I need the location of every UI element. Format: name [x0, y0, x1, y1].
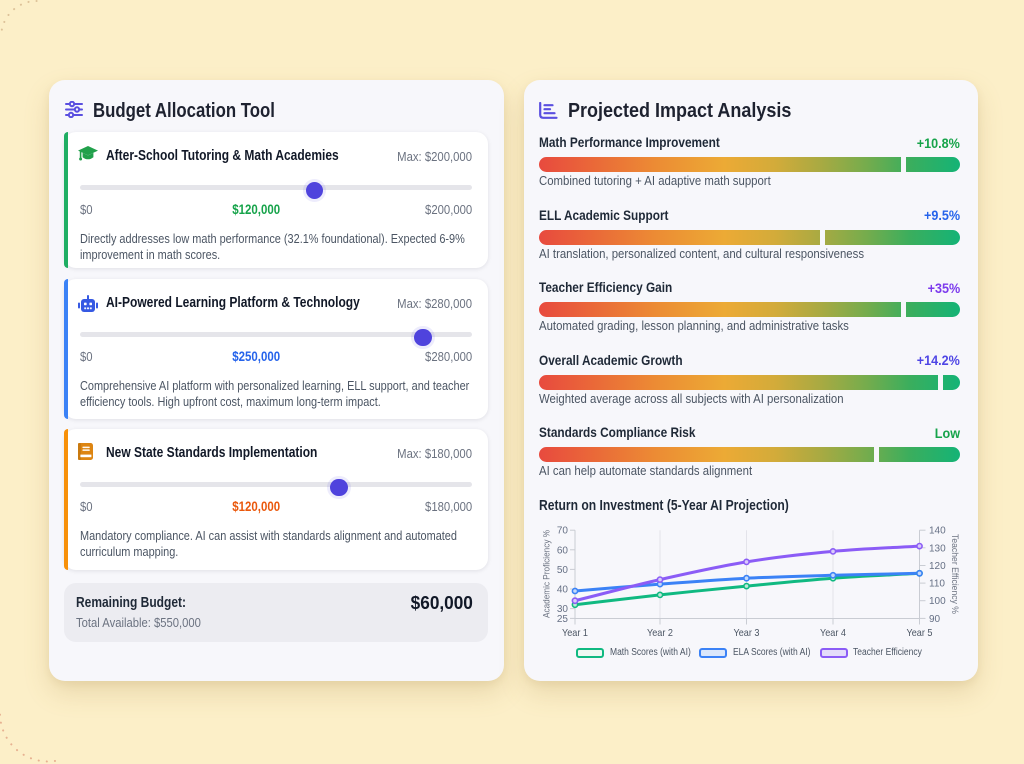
svg-text:25: 25: [557, 614, 569, 625]
svg-text:100: 100: [929, 596, 946, 607]
svg-text:60: 60: [557, 545, 569, 556]
svg-text:Year 5: Year 5: [907, 627, 933, 639]
svg-text:Year 2: Year 2: [647, 627, 673, 639]
svg-text:90: 90: [929, 614, 941, 625]
svg-text:Year 4: Year 4: [820, 627, 846, 639]
svg-text:30: 30: [557, 604, 569, 615]
svg-text:130: 130: [929, 543, 946, 554]
svg-text:140: 140: [929, 526, 946, 537]
svg-text:40: 40: [557, 585, 569, 596]
svg-text:120: 120: [929, 561, 946, 572]
svg-text:70: 70: [557, 526, 569, 537]
svg-text:Academic Proficiency %: Academic Proficiency %: [542, 530, 553, 618]
svg-text:Year 3: Year 3: [734, 627, 760, 639]
svg-text:Teacher Efficiency %: Teacher Efficiency %: [949, 534, 960, 614]
svg-text:110: 110: [929, 579, 945, 590]
svg-text:50: 50: [557, 565, 569, 576]
svg-text:Year 1: Year 1: [562, 627, 588, 639]
